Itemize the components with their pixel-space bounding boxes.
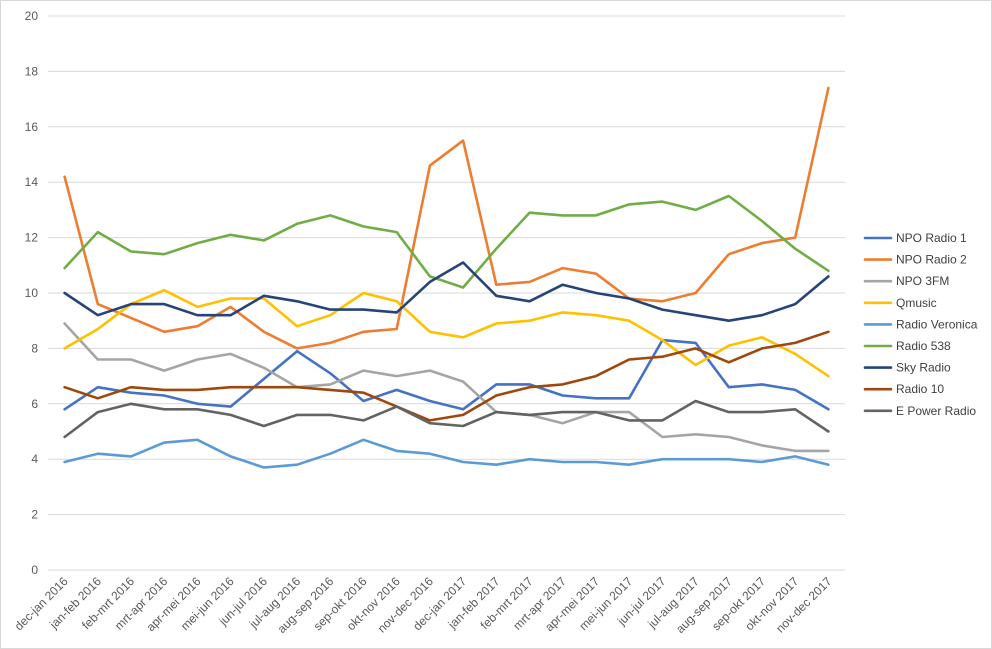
series-line-radio-veronica [63, 438, 830, 469]
y-tick-label: 4 [31, 452, 38, 466]
series-line-npo-radio-1 [63, 338, 830, 411]
y-axis-ticks: 0 2 4 6 8 10 12 14 16 18 20 [25, 9, 39, 577]
legend-label: Sky Radio [896, 361, 951, 375]
legend-label: NPO 3FM [896, 274, 949, 288]
gridlines [48, 15, 845, 571]
series-line-npo-3fm [63, 322, 830, 453]
legend-label: Radio Veronica [896, 317, 978, 331]
legend-label: NPO Radio 2 [896, 253, 967, 267]
y-tick-label: 8 [31, 341, 38, 355]
series-line-radio-10 [63, 330, 830, 422]
series-line-qmusic [63, 288, 830, 378]
y-tick-label: 0 [31, 563, 38, 577]
y-tick-label: 20 [25, 9, 39, 23]
y-tick-label: 14 [25, 175, 39, 189]
y-tick-label: 16 [25, 120, 39, 134]
legend: NPO Radio 1 NPO Radio 2 NPO 3FM Qmusic Radio… [863, 231, 978, 418]
series-lines [63, 86, 830, 469]
legend-label: NPO Radio 1 [896, 231, 967, 245]
y-tick-label: 6 [31, 397, 38, 411]
y-tick-label: 2 [31, 508, 38, 522]
series-line-sky-radio [63, 261, 830, 323]
y-tick-label: 18 [25, 64, 39, 78]
legend-label: Radio 10 [896, 382, 944, 396]
series-line-radio-538 [63, 194, 830, 289]
legend-label: Qmusic [896, 296, 937, 310]
legend-label: E Power Radio [896, 404, 976, 418]
legend-label: Radio 538 [896, 339, 951, 353]
series-line-e-power-radio [63, 399, 830, 439]
y-tick-label: 10 [25, 286, 39, 300]
y-tick-label: 12 [25, 231, 39, 245]
series-line-npo-radio-2 [63, 86, 830, 350]
